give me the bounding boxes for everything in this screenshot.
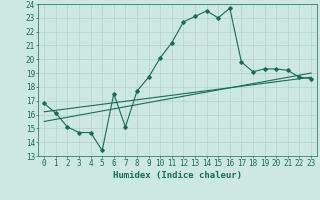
X-axis label: Humidex (Indice chaleur): Humidex (Indice chaleur)	[113, 171, 242, 180]
